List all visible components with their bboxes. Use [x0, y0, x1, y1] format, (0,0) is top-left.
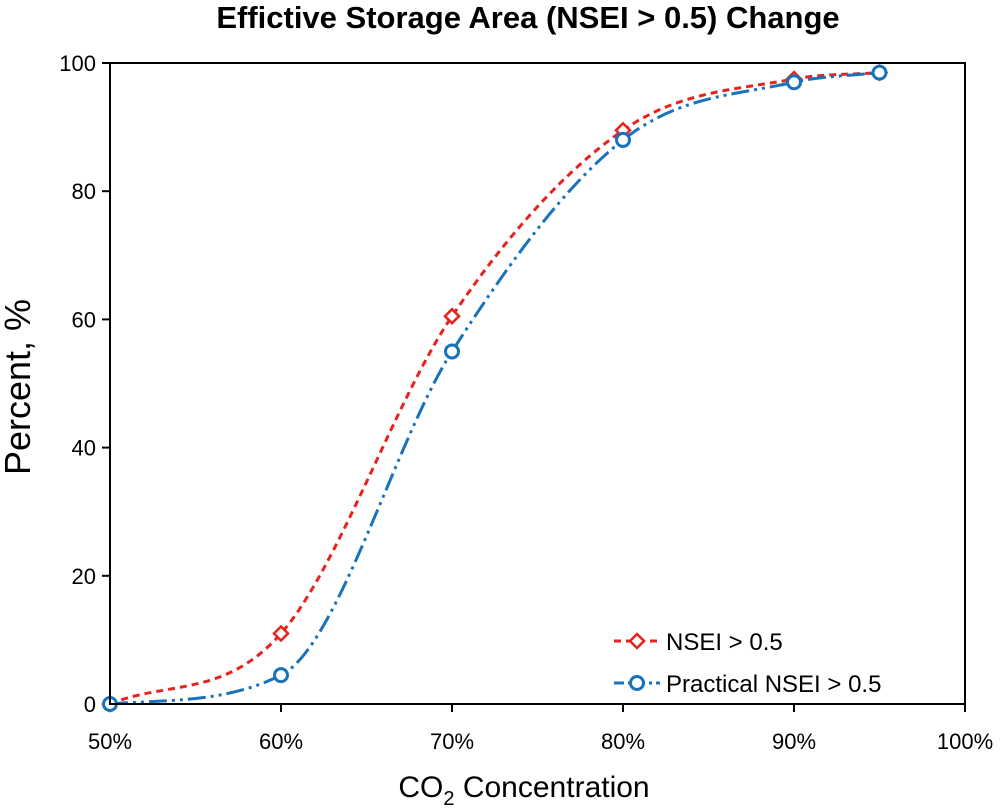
y-tick-label: 0 — [84, 692, 96, 717]
x-axis-label: CO2 Concentration — [398, 771, 649, 810]
plot-area-frame — [109, 62, 966, 705]
data-point-diamond — [443, 307, 461, 325]
x-tick-label: 80% — [601, 729, 645, 754]
x-axis-label-suffix: Concentration — [455, 771, 650, 804]
legend-label: NSEI > 0.5 — [666, 629, 783, 656]
x-tick-label: 60% — [259, 729, 303, 754]
x-tick-label: 70% — [430, 729, 474, 754]
y-tick-label: 60 — [72, 307, 96, 332]
data-point-circle — [273, 667, 289, 684]
y-tick-label: 20 — [72, 564, 96, 589]
y-axis-ticks: 0 20 40 60 80 100 — [59, 51, 110, 717]
legend-label: Practical NSEI > 0.5 — [666, 671, 881, 698]
plot-series — [101, 63, 889, 713]
data-point-circle — [871, 64, 888, 81]
legend: NSEI > 0.5 Practical NSEI > 0.5 — [614, 629, 881, 698]
series-line-1 — [109, 71, 880, 706]
chart-title: Effictive Storage Area (NSEI > 0.5) Chan… — [216, 0, 839, 35]
x-tick-label: 90% — [772, 729, 816, 754]
data-point-circle — [444, 343, 460, 360]
series-line-2 — [109, 71, 880, 706]
x-axis-label-subscript: 2 — [443, 788, 454, 810]
y-tick-label: 40 — [72, 436, 96, 461]
x-tick-label: 100% — [937, 729, 993, 754]
y-axis-label: Percent, % — [0, 299, 38, 475]
x-axis-ticks: 50% 60% 70% 80% 90% 100% — [88, 704, 993, 754]
data-point-diamond — [272, 624, 290, 643]
y-tick-label: 80 — [72, 179, 96, 204]
y-tick-label: 100 — [59, 51, 96, 76]
x-axis-label-prefix: CO — [398, 771, 443, 804]
data-point-circle — [786, 74, 802, 91]
legend-marker-circle — [629, 675, 645, 691]
data-point-circle — [615, 131, 631, 148]
x-tick-label: 50% — [88, 729, 132, 754]
legend-marker-diamond — [628, 632, 646, 650]
